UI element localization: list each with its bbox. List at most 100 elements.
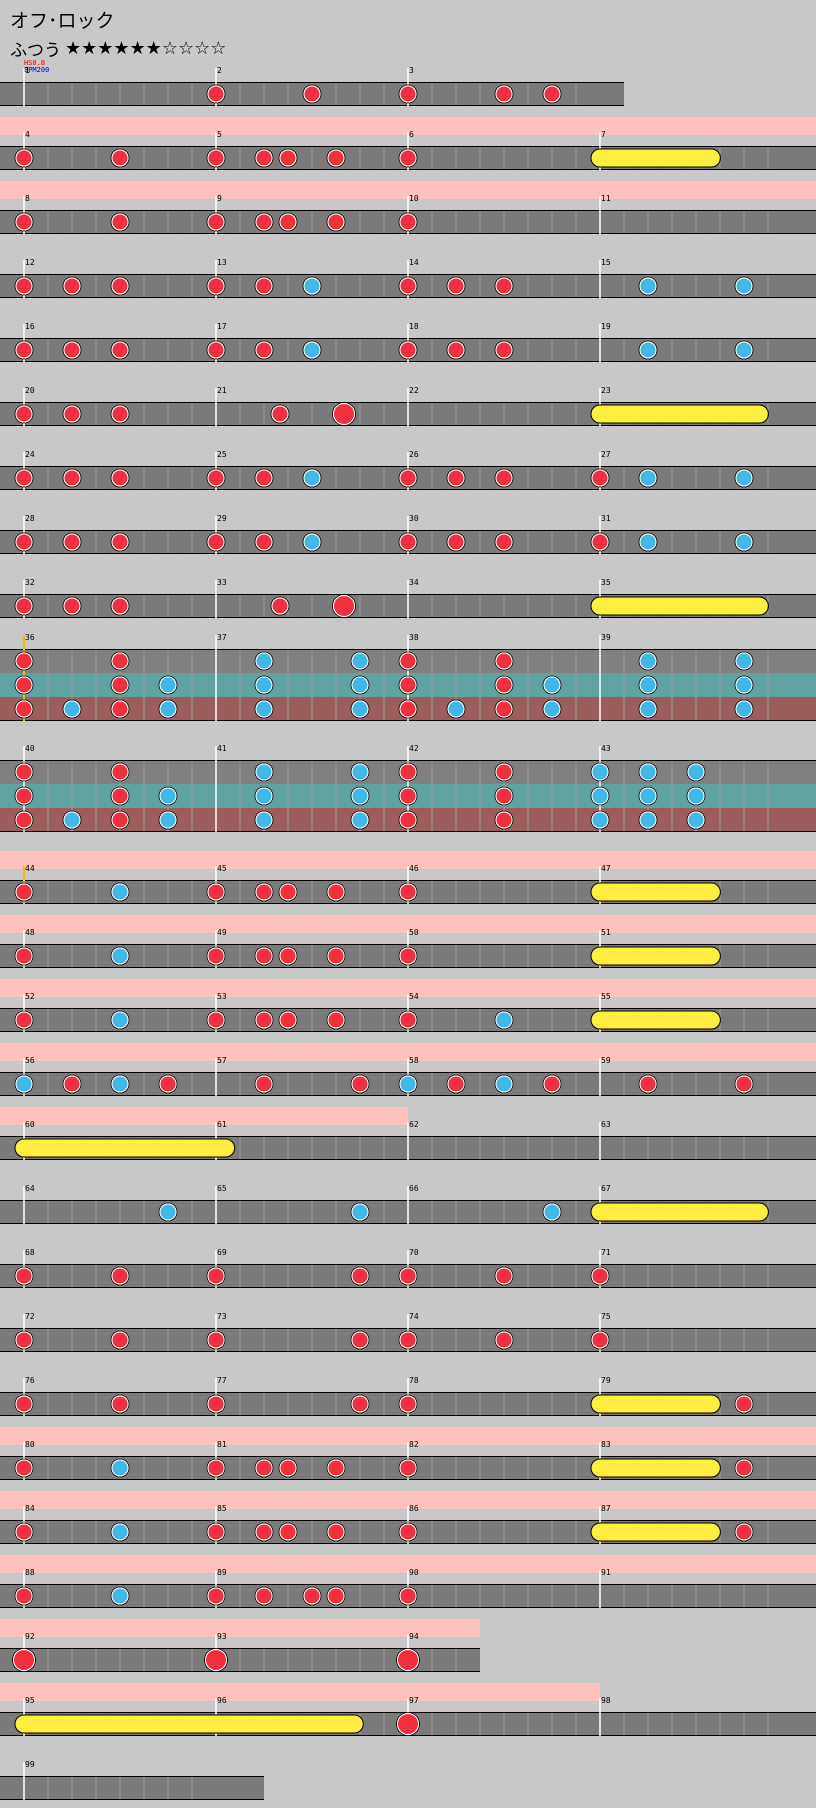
note-face (16, 1332, 32, 1348)
note-face (160, 677, 176, 693)
note-face (112, 701, 128, 717)
note-face (400, 214, 416, 230)
measure-number: 16 (25, 322, 35, 331)
measure-number: 91 (601, 1568, 611, 1577)
measure-number: 96 (217, 1696, 227, 1705)
note-face (352, 1332, 368, 1348)
measure-number: 92 (25, 1632, 35, 1641)
note-face (400, 1460, 416, 1476)
note-face (688, 812, 704, 828)
measure-number: 7 (601, 130, 606, 139)
note-face (496, 677, 512, 693)
note-face (736, 653, 752, 669)
note-face (112, 764, 128, 780)
note-face (272, 598, 288, 614)
note-face (208, 1268, 224, 1284)
note-face (400, 1524, 416, 1540)
measure-number: 32 (25, 578, 35, 587)
measure-number: 88 (25, 1568, 35, 1577)
note-face (160, 812, 176, 828)
note-face (112, 884, 128, 900)
drumroll-note (590, 1010, 721, 1030)
note-face (256, 764, 272, 780)
note-face (280, 1460, 296, 1476)
note-face (304, 342, 320, 358)
note-face (736, 342, 752, 358)
measure-number: 87 (601, 1504, 611, 1513)
measure-number: 35 (601, 578, 611, 587)
note-face (736, 677, 752, 693)
measure-number: 93 (217, 1632, 227, 1641)
gogo-band (0, 851, 816, 869)
note-face (640, 1076, 656, 1092)
measure-number: 37 (217, 633, 227, 642)
measure-number: 23 (601, 386, 611, 395)
measure-number: 80 (25, 1440, 35, 1449)
note-face (64, 812, 80, 828)
measure-number: 68 (25, 1248, 35, 1257)
note-face (688, 788, 704, 804)
note-face (400, 1268, 416, 1284)
note-face (256, 278, 272, 294)
measure-number: 11 (601, 194, 611, 203)
note-face (640, 534, 656, 550)
measure-number: 83 (601, 1440, 611, 1449)
measure-number: 65 (217, 1184, 227, 1193)
measure-number: 85 (217, 1504, 227, 1513)
note-face (256, 788, 272, 804)
measure-number: 77 (217, 1376, 227, 1385)
note-face (400, 701, 416, 717)
note-face (496, 534, 512, 550)
note-face (304, 534, 320, 550)
note-face (256, 677, 272, 693)
note-face (352, 653, 368, 669)
measure-number: 19 (601, 322, 611, 331)
note-face (400, 677, 416, 693)
note-face (352, 1268, 368, 1284)
measure-number: 22 (409, 386, 419, 395)
note-face (328, 948, 344, 964)
note-face (400, 653, 416, 669)
note-face (352, 1204, 368, 1220)
measure-number: 95 (25, 1696, 35, 1705)
note-face (640, 701, 656, 717)
note-face (328, 1588, 344, 1604)
measure-number: 46 (409, 864, 419, 873)
note-face (280, 1524, 296, 1540)
measure-number: 1 (25, 66, 30, 75)
measure-number: 66 (409, 1184, 419, 1193)
note-face (208, 470, 224, 486)
note-face (256, 470, 272, 486)
measure-number: 64 (25, 1184, 35, 1193)
measure-number: 63 (601, 1120, 611, 1129)
note-face (112, 1268, 128, 1284)
measure-number: 61 (217, 1120, 227, 1129)
note-face (688, 764, 704, 780)
measure-number: 47 (601, 864, 611, 873)
note-face (208, 1332, 224, 1348)
measure-number: 3 (409, 66, 414, 75)
note-face (112, 1332, 128, 1348)
measure-number: 53 (217, 992, 227, 1001)
note-face (14, 1650, 34, 1670)
song-title: オフ･ロック (10, 10, 115, 32)
note-face (256, 534, 272, 550)
note-face (352, 788, 368, 804)
difficulty-line: ふつう ★★★★★★☆☆☆☆ (10, 36, 226, 61)
note-face (448, 701, 464, 717)
note-face (400, 1076, 416, 1092)
measure-number: 24 (25, 450, 35, 459)
note-face (448, 342, 464, 358)
note-face (280, 884, 296, 900)
note-face (16, 150, 32, 166)
note-face (304, 1588, 320, 1604)
note-face (16, 764, 32, 780)
measure-number: 81 (217, 1440, 227, 1449)
note-face (352, 701, 368, 717)
note-face (16, 278, 32, 294)
note-face (496, 278, 512, 294)
note-face (208, 1460, 224, 1476)
note-face (352, 1076, 368, 1092)
note-face (112, 788, 128, 804)
note-face (736, 1460, 752, 1476)
